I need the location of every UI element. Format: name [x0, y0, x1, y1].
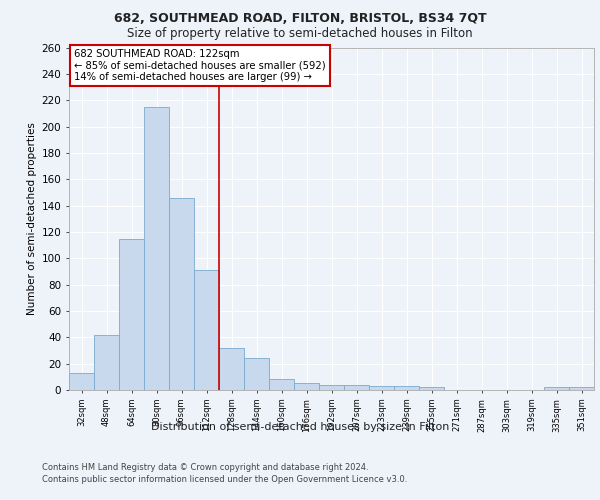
Y-axis label: Number of semi-detached properties: Number of semi-detached properties — [28, 122, 37, 315]
Bar — [369, 386, 394, 390]
Bar — [294, 384, 319, 390]
Bar — [569, 388, 594, 390]
Bar — [344, 384, 369, 390]
Bar — [544, 388, 569, 390]
Bar — [269, 380, 294, 390]
Text: 682, SOUTHMEAD ROAD, FILTON, BRISTOL, BS34 7QT: 682, SOUTHMEAD ROAD, FILTON, BRISTOL, BS… — [113, 12, 487, 26]
Text: Size of property relative to semi-detached houses in Filton: Size of property relative to semi-detach… — [127, 28, 473, 40]
Bar — [394, 386, 419, 390]
Text: Distribution of semi-detached houses by size in Filton: Distribution of semi-detached houses by … — [151, 422, 449, 432]
Text: Contains public sector information licensed under the Open Government Licence v3: Contains public sector information licen… — [42, 475, 407, 484]
Bar — [94, 334, 119, 390]
Bar — [194, 270, 219, 390]
Bar — [69, 373, 94, 390]
Bar — [244, 358, 269, 390]
Bar — [319, 384, 344, 390]
Text: 682 SOUTHMEAD ROAD: 122sqm
← 85% of semi-detached houses are smaller (592)
14% o: 682 SOUTHMEAD ROAD: 122sqm ← 85% of semi… — [74, 49, 326, 82]
Bar — [219, 348, 244, 390]
Bar — [169, 198, 194, 390]
Text: Contains HM Land Registry data © Crown copyright and database right 2024.: Contains HM Land Registry data © Crown c… — [42, 462, 368, 471]
Bar — [119, 238, 144, 390]
Bar — [419, 388, 444, 390]
Bar — [144, 107, 169, 390]
